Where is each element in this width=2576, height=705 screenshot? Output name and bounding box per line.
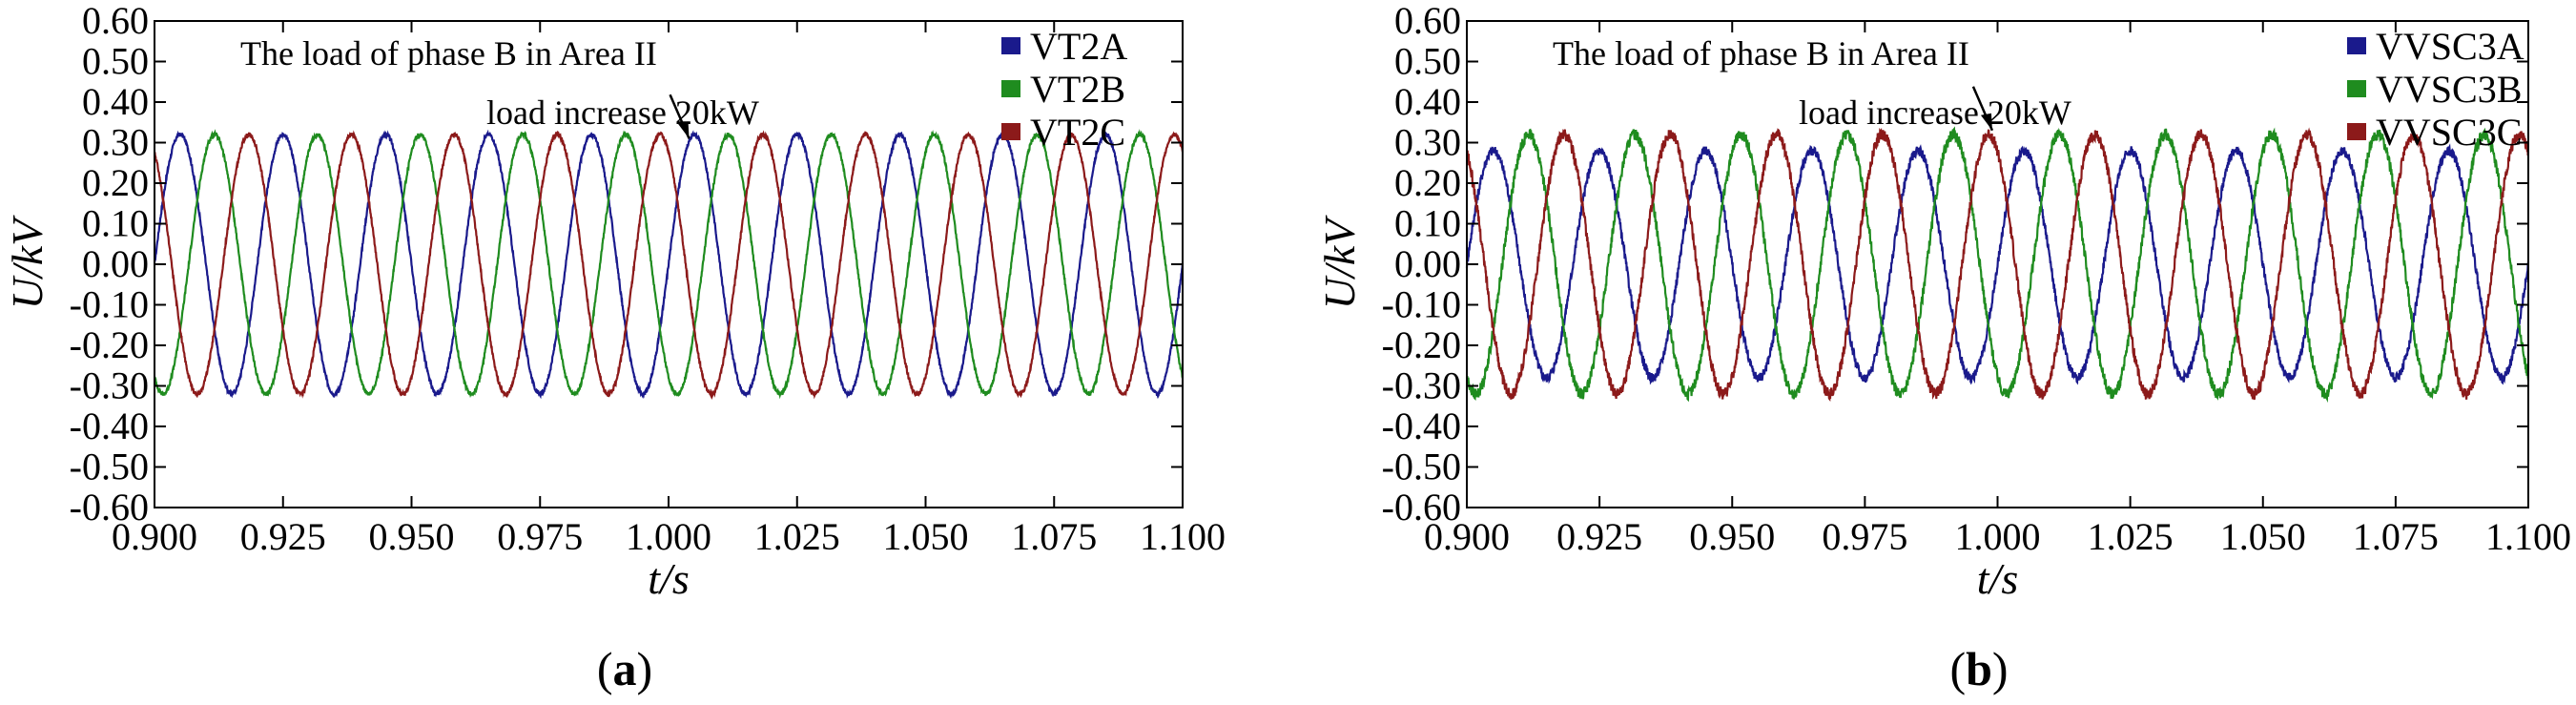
series-line-VVSC3A — [1465, 143, 2530, 385]
y-axis-label: U/kV — [3, 215, 52, 309]
x-tick-label: 1.075 — [1011, 515, 1097, 558]
series-line-VT2C — [154, 129, 1185, 400]
annotation-arrowhead — [677, 121, 690, 139]
legend-swatch-VVSC3B — [2347, 80, 2366, 97]
y-tick-label: -0.30 — [70, 364, 149, 407]
x-tick-label: 0.925 — [1556, 515, 1642, 558]
x-tick-label: 1.100 — [2485, 515, 2571, 558]
y-tick-label: 0.60 — [1394, 0, 1461, 42]
panel-label: (a) — [597, 642, 652, 695]
legend-label-VVSC3B: VVSC3B — [2376, 68, 2522, 111]
y-tick-label: -0.20 — [70, 323, 149, 366]
x-tick-label: 1.100 — [1140, 515, 1226, 558]
y-tick-label: -0.40 — [1382, 404, 1461, 447]
x-axis-label: t/s — [1977, 554, 2018, 603]
legend-label-VT2C: VT2C — [1030, 111, 1125, 154]
y-tick-label: 0.20 — [1394, 161, 1461, 204]
y-tick-label: -0.60 — [70, 486, 149, 529]
legend-swatch-VT2B — [1001, 80, 1020, 97]
y-tick-label: 0.20 — [82, 161, 149, 204]
y-tick-label: -0.50 — [70, 446, 149, 488]
y-axis-label: U/kV — [1315, 215, 1364, 309]
legend-label-VT2B: VT2B — [1030, 68, 1125, 111]
chart-panel-b: 0.600.500.400.300.200.100.00-0.10-0.20-0… — [1315, 0, 2571, 695]
series-line-VT2A — [153, 129, 1185, 400]
legend-swatch-VVSC3C — [2347, 123, 2366, 140]
y-tick-label: -0.10 — [1382, 283, 1461, 326]
y-tick-label: -0.40 — [70, 404, 149, 447]
y-tick-label: -0.10 — [70, 283, 149, 326]
y-tick-label: 0.00 — [1394, 242, 1461, 285]
x-tick-label: 0.975 — [1822, 515, 1907, 558]
x-tick-label: 0.950 — [1689, 515, 1775, 558]
y-tick-label: 0.00 — [82, 242, 149, 285]
series-line-VVSC3B — [1465, 126, 2530, 404]
y-tick-label: 0.10 — [1394, 202, 1461, 245]
x-tick-label: 1.025 — [2088, 515, 2174, 558]
legend-swatch-VT2C — [1001, 123, 1020, 140]
annotation-line1: The load of phase B in Area II — [240, 34, 657, 73]
y-tick-label: 0.50 — [82, 40, 149, 83]
series-line-VVSC3C — [1465, 127, 2530, 403]
annotation-line2: load increase 20kW — [1799, 93, 2071, 132]
annotation-line1: The load of phase B in Area II — [1553, 34, 1969, 73]
x-tick-label: 0.900 — [1424, 515, 1510, 558]
panel-label: (b) — [1949, 642, 2008, 695]
legend-swatch-VVSC3A — [2347, 37, 2366, 54]
y-tick-label: -0.30 — [1382, 364, 1461, 407]
x-tick-label: 0.975 — [497, 515, 583, 558]
legend-label-VT2A: VT2A — [1030, 25, 1127, 68]
series-line-VT2B — [153, 129, 1185, 400]
legend-swatch-VT2A — [1001, 37, 1020, 54]
x-tick-label: 1.000 — [626, 515, 711, 558]
y-tick-label: -0.20 — [1382, 323, 1461, 366]
x-tick-label: 1.050 — [2220, 515, 2306, 558]
x-tick-label: 1.075 — [2353, 515, 2439, 558]
chart-panel-a: 0.600.500.400.300.200.100.00-0.10-0.20-0… — [3, 0, 1226, 695]
y-tick-label: -0.50 — [1382, 446, 1461, 488]
x-tick-label: 1.050 — [883, 515, 969, 558]
y-tick-label: 0.30 — [82, 121, 149, 164]
y-tick-label: -0.60 — [1382, 486, 1461, 529]
x-axis-label: t/s — [648, 554, 689, 603]
x-tick-label: 0.950 — [369, 515, 455, 558]
y-tick-label: 0.50 — [1394, 40, 1461, 83]
x-tick-label: 0.900 — [112, 515, 197, 558]
y-tick-label: 0.60 — [82, 0, 149, 42]
y-tick-label: 0.30 — [1394, 121, 1461, 164]
legend-label-VVSC3A: VVSC3A — [2376, 25, 2524, 68]
legend-label-VVSC3C: VVSC3C — [2376, 111, 2522, 154]
annotation-arrowhead — [1980, 113, 1992, 131]
y-tick-label: 0.40 — [82, 80, 149, 123]
x-tick-label: 0.925 — [240, 515, 326, 558]
x-tick-label: 1.025 — [754, 515, 840, 558]
x-tick-label: 1.000 — [1955, 515, 2041, 558]
y-tick-label: 0.10 — [82, 202, 149, 245]
annotation-line2: load increase 20kW — [486, 93, 759, 132]
y-tick-label: 0.40 — [1394, 80, 1461, 123]
